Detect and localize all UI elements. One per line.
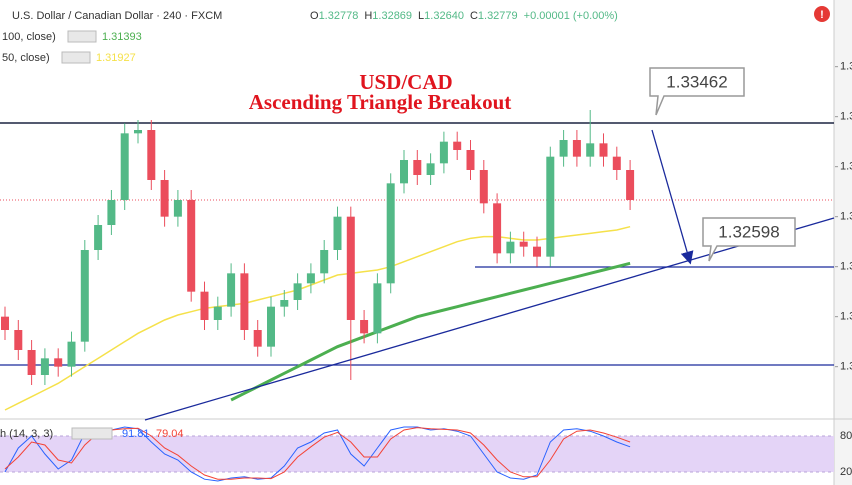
y-tick-label: 1.3320 [840,161,852,173]
stoch-name: h (14, 3, 3) [0,428,53,440]
ohlc-label: H [364,10,372,22]
candle-body [559,140,568,157]
candle-body [27,350,36,375]
indicator-buttons [61,51,91,64]
arrow [651,129,694,265]
subtitle: Ascending Triangle Breakout [249,90,512,114]
candle-body [280,300,289,307]
candle-body [439,141,448,164]
moving-average [230,261,631,402]
candle-body [626,170,635,200]
moving-average [4,225,631,411]
candle-body [506,241,515,254]
callout-box [702,217,796,262]
candle-body [14,330,23,350]
candle-body [134,130,142,134]
candle-body [80,250,89,342]
y-tick-label: 1.3290 [840,211,852,223]
candle-body [533,246,541,257]
candle-body [40,358,49,375]
candle-body [466,150,475,170]
y-tick-label: 1.3380 [840,61,852,73]
candle-body [612,156,621,170]
candle-body [386,183,395,284]
candle-body [413,160,422,175]
alert-icon[interactable] [814,6,830,22]
candle-body [120,133,129,200]
candle-body [253,330,262,347]
title: USD/CAD [359,70,452,94]
candle-body [227,273,236,307]
indicator-name: 100, close) [2,31,56,43]
candle-body [187,200,196,292]
candle-body [306,273,315,284]
symbol: U.S. Dollar / Canadian Dollar · 240 · FX… [12,10,222,22]
y-tick-label: 1.3200 [840,361,852,373]
trendline [144,217,835,421]
candle-body [200,291,209,320]
candle-body [546,156,555,257]
candle-body [94,225,103,250]
indicator-value: 1.31393 [102,31,142,43]
candle-body [67,341,76,367]
stoch-buttons [71,427,113,440]
stoch-value: 91.81 [122,428,150,440]
candle-body [213,306,222,320]
ohlc-label: O [310,10,319,22]
ohlc-label: L [418,10,424,22]
candle-body [54,358,63,367]
candle-body [240,273,249,330]
indicator-name: 50, close) [2,52,50,64]
indicator-value: 1.31927 [96,52,136,64]
stoch-value: 79.04 [156,428,184,440]
candle-body [147,130,156,180]
candle-body [320,250,329,274]
candle-body [373,283,382,334]
y-tick-label: 1.3350 [840,111,852,123]
stoch-band [0,436,834,472]
ohlc-value: 1.32869 [372,10,412,22]
ohlc-value: 1.32778 [319,10,359,22]
callout-box [649,67,745,116]
axis-labels: 1.3380 1.3350 1.3320 1.3290 1.3260 1.3230 1.32… [835,61,852,373]
candle-body [360,320,369,334]
change: +0.00001 (+0.00%) [524,10,618,22]
callout-label: 1.33462 [666,72,727,91]
candle-body [519,241,528,247]
candle-body [453,141,462,150]
indicator-buttons [67,30,97,43]
overlay: 1.33462 1.32598 100, close) 1.31393 50, clos… [0,30,852,478]
stoch-tick-label: 20 [840,466,852,478]
ohlc-label: C [470,10,478,22]
price-axis [834,0,852,485]
candle-body [293,283,302,300]
candle-body [173,200,182,217]
candle-body [586,143,595,157]
candle-body [426,163,435,175]
candle-body [599,143,608,157]
ohlc: O1.32778 H1.32869 L1.32640 C1.32779 +0.00001… [310,10,618,22]
alert-mark: ! [820,9,824,21]
ohlc-value: 1.32779 [478,10,518,22]
stoch-tick-label: 80 [840,430,852,442]
candle-body [267,306,275,347]
candle-body [333,216,342,250]
candle-body [479,170,488,204]
candle-body [160,180,169,217]
candle-body [1,316,9,330]
candle-body [493,203,502,254]
y-tick-label: 1.3230 [840,311,852,323]
ohlc-value: 1.32640 [424,10,464,22]
candle-body [400,160,408,184]
y-tick-label: 1.3260 [840,261,852,273]
candle-body [346,216,355,320]
candle-body [107,200,116,225]
callout-label: 1.32598 [718,222,779,241]
plot [0,110,834,482]
candle-body [572,140,581,157]
